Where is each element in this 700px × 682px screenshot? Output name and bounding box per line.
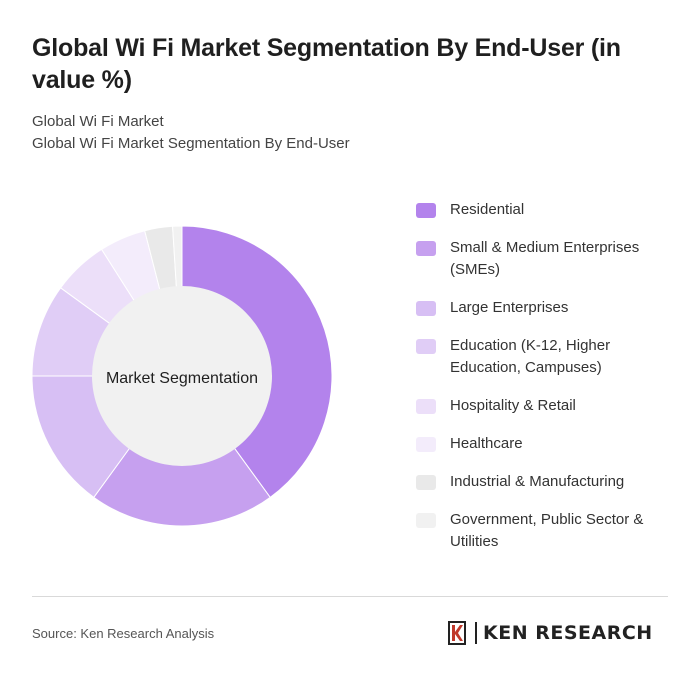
legend-swatch [416, 203, 436, 218]
legend-item: Large Enterprises [416, 297, 676, 319]
logo-text: KEN RESEARCH [483, 622, 653, 644]
legend-item: Education (K-12, Higher Education, Campu… [416, 335, 676, 379]
legend-item: Residential [416, 199, 676, 221]
legend-label: Government, Public Sector & Utilities [450, 511, 644, 550]
footer-divider [32, 596, 668, 597]
chart-subtitle-segmentation: Global Wi Fi Market Segmentation By End-… [32, 135, 350, 152]
legend-label: Hospitality & Retail [450, 397, 576, 414]
logo-separator [475, 622, 477, 644]
legend-swatch [416, 475, 436, 490]
legend-item: Small & Medium Enterprises (SMEs) [416, 237, 676, 281]
legend-swatch [416, 513, 436, 528]
legend-swatch [416, 301, 436, 316]
chart-legend: Residential Small & Medium Enterprises (S… [416, 199, 676, 569]
chart-subtitle-market: Global Wi Fi Market [32, 113, 164, 130]
chart-title: Global Wi Fi Market Segmentation By End-… [32, 34, 621, 94]
legend-label: Education (K-12, Higher Education, Campu… [450, 337, 611, 376]
legend-swatch [416, 241, 436, 256]
donut-hole [92, 286, 272, 466]
legend-item: Healthcare [416, 433, 676, 455]
legend-swatch [416, 437, 436, 452]
legend-label: Industrial & Manufacturing [450, 473, 625, 490]
ken-research-logo: KEN RESEARCH [447, 620, 653, 646]
donut-center-label: Market Segmentation [106, 370, 258, 387]
legend-swatch [416, 399, 436, 414]
source-note: Source: Ken Research Analysis [32, 626, 215, 641]
legend-label: Healthcare [450, 435, 523, 452]
legend-item: Industrial & Manufacturing [416, 471, 676, 493]
ken-research-logo-icon [448, 621, 466, 645]
legend-label: Large Enterprises [450, 299, 569, 316]
legend-label: Residential [450, 201, 525, 218]
legend-item: Hospitality & Retail [416, 395, 676, 417]
donut-chart: Market Segmentation [32, 226, 332, 526]
legend-swatch [416, 339, 436, 354]
legend-item: Government, Public Sector & Utilities [416, 509, 676, 553]
legend-label: Small & Medium Enterprises (SMEs) [450, 239, 640, 278]
